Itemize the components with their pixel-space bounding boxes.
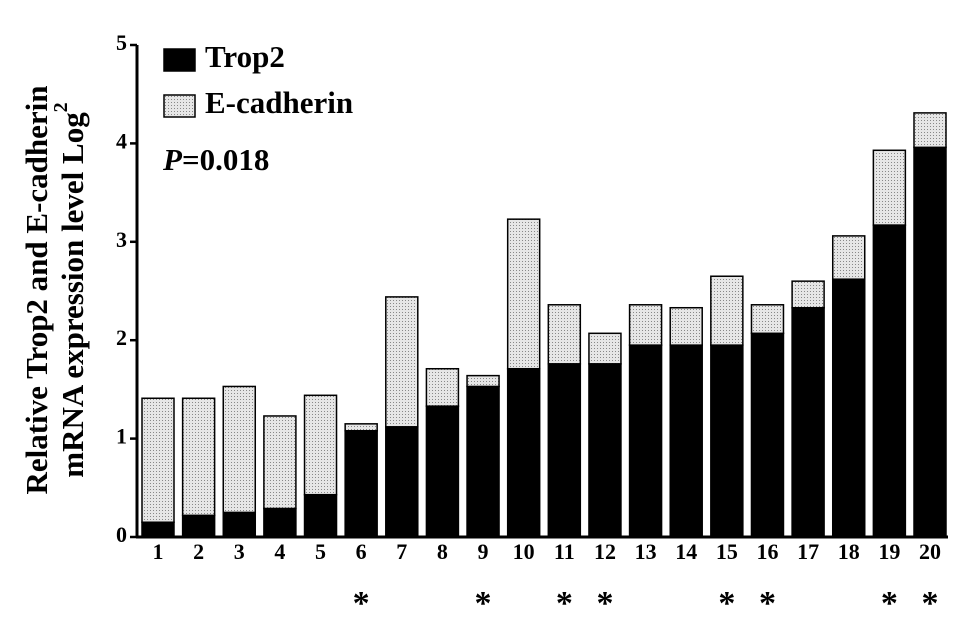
bar-segment [263, 415, 297, 510]
bar-segment [141, 521, 175, 538]
legend-label: Trop2 [205, 39, 285, 74]
y-tick-label: 3 [116, 227, 127, 252]
bar-segment [588, 363, 622, 538]
significance-marker: * [718, 585, 735, 620]
bar-segment [791, 306, 825, 538]
bar-segment [913, 146, 947, 538]
y-tick-label: 4 [116, 128, 127, 153]
y-axis-label: Relative Trop2 and E-cadherin mRNA expre… [19, 85, 90, 494]
significance-marker: * [353, 585, 370, 620]
y-tick-label: 1 [116, 424, 127, 449]
bar-segment [791, 280, 825, 309]
bar-segment [872, 149, 907, 226]
bar-segment [181, 397, 216, 517]
bar-segment [222, 511, 257, 538]
bar-segment [344, 423, 378, 432]
bar-segment [466, 385, 500, 538]
bar-segment [385, 426, 419, 538]
bar-segment [831, 278, 866, 538]
x-tick-label: 20 [919, 539, 941, 564]
x-tick-label: 18 [838, 539, 860, 564]
bar-segment [344, 429, 378, 538]
bar-segment [222, 385, 257, 514]
y-tick-label: 0 [116, 522, 127, 547]
bar-segment [710, 344, 744, 538]
x-tick-label: 16 [756, 539, 778, 564]
x-tick-label: 17 [797, 539, 819, 564]
bar-segment [263, 507, 297, 538]
bar-segment [425, 405, 460, 538]
bar-segment [913, 112, 947, 149]
bar-segment [831, 235, 866, 280]
x-tick-label: 6 [356, 539, 367, 564]
bar-segment [588, 332, 622, 365]
bar-segment [466, 374, 500, 388]
significance-marker: * [556, 585, 573, 620]
bar-segment [547, 363, 582, 538]
bar-segment [303, 493, 338, 538]
y-label-line-text: mRNA expression level Log [55, 112, 90, 478]
y-label-line: Relative Trop2 and E-cadherin [19, 85, 54, 494]
x-tick-label: 8 [437, 539, 448, 564]
bar-segment [506, 218, 541, 370]
bar-segment [750, 332, 785, 538]
legend-swatch [163, 48, 196, 72]
x-tick-label: 4 [274, 539, 285, 564]
x-tick-label: 19 [878, 539, 900, 564]
bar-segment [628, 304, 663, 346]
x-tick-label: 10 [513, 539, 535, 564]
significance-marker: * [596, 585, 613, 620]
x-tick-label: 7 [396, 539, 407, 564]
x-tick-label: 13 [635, 539, 657, 564]
y-tick-label: 5 [116, 30, 127, 55]
p-text: =0.018 [182, 142, 269, 177]
bar-segment [425, 367, 460, 407]
bar-segment [141, 397, 175, 523]
x-tick-label: 15 [716, 539, 738, 564]
bar-segment [669, 344, 703, 538]
x-tick-label: 5 [315, 539, 326, 564]
x-tick-label: 12 [594, 539, 616, 564]
y-label-line: mRNA expression level Log2 [50, 102, 91, 477]
x-tick-label: 9 [478, 539, 489, 564]
bar-segment [872, 224, 907, 538]
x-tick-label: 3 [234, 539, 245, 564]
y-tick-label: 2 [116, 325, 127, 350]
significance-marker: * [759, 585, 776, 620]
bar-segment [750, 304, 785, 335]
bar-segment [385, 296, 419, 428]
bar-segment [181, 514, 216, 538]
p-value: P=0.018 [162, 142, 269, 177]
significance-marker: * [922, 585, 939, 620]
bar-segment [547, 304, 582, 365]
x-tick-label: 2 [193, 539, 204, 564]
x-tick-label: 14 [675, 539, 697, 564]
bar-segment [506, 367, 541, 538]
y-label-superscript: 2 [50, 102, 72, 112]
significance-marker: * [881, 585, 898, 620]
legend-swatch [163, 94, 196, 118]
legend-label: E-cadherin [205, 85, 353, 120]
bar-segment [628, 344, 663, 538]
significance-marker: * [475, 585, 492, 620]
bar-segment [669, 306, 703, 346]
p-italic: P [162, 142, 183, 177]
bar-segment [710, 275, 744, 346]
x-tick-label: 11 [554, 539, 575, 564]
bar-segment [303, 394, 338, 496]
x-tick-label: 1 [153, 539, 164, 564]
